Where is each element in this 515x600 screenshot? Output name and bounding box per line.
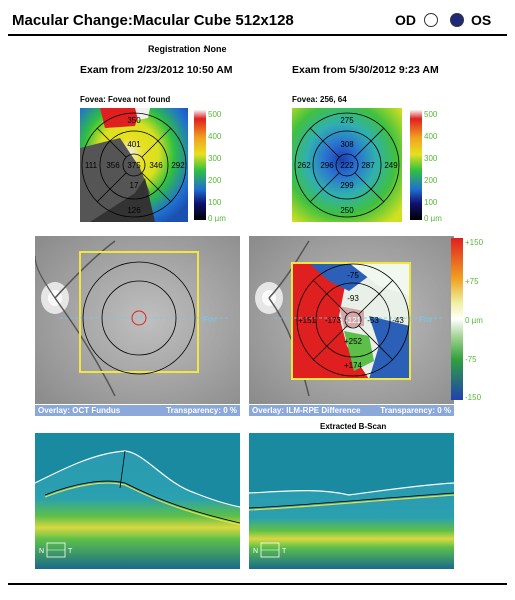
diff-inner-superior: -93 xyxy=(347,294,359,303)
scale-200: 200 xyxy=(424,176,438,185)
sector-outer-superior: 275 xyxy=(340,116,354,125)
diff-inner-inferior: +252 xyxy=(344,337,363,346)
orientation-n: N xyxy=(253,548,258,555)
header-divider xyxy=(8,34,507,36)
thickness-scale-1: 500 400 300 200 100 0 µm xyxy=(194,110,226,222)
diff-scale-minus75: -75 xyxy=(465,355,477,364)
sector-outer-nasal: 249 xyxy=(384,161,398,170)
diff-outer-inferior: +174 xyxy=(344,361,363,370)
sector-outer-inferior: 250 xyxy=(340,206,354,215)
scale-400: 400 xyxy=(424,132,438,141)
exam-1-fovea: Fovea: Fovea not found xyxy=(80,95,171,104)
sector-inner-nasal: 346 xyxy=(149,161,163,170)
diff-scale-plus75: +75 xyxy=(465,277,479,286)
bscan-image-1: N T xyxy=(35,433,240,569)
sector-inner-inferior: 17 xyxy=(130,181,139,190)
scan-area-frame xyxy=(291,262,411,380)
thickness-scale-2: 500 400 300 200 100 0 µm xyxy=(410,110,442,222)
exam-2-fovea: Fovea: 256, 64 xyxy=(292,95,347,104)
orientation-n: N xyxy=(39,548,44,555)
page-title: Macular Change:Macular Cube 512x128 xyxy=(12,12,294,29)
orientation-widget: N T xyxy=(39,542,73,558)
diff-inner-temporal: -173 xyxy=(325,316,342,325)
scale-300: 300 xyxy=(424,154,438,163)
sector-outer-temporal: 111 xyxy=(85,161,98,170)
scale-300: 300 xyxy=(208,154,222,163)
bscan-title: Extracted B-Scan xyxy=(320,422,387,431)
orientation-t: T xyxy=(68,548,73,555)
transparency-label[interactable]: Transparency: 0 % xyxy=(166,406,237,415)
sector-outer-superior: 350 xyxy=(127,116,141,125)
scale-400: 400 xyxy=(208,132,222,141)
overlay-bar-2[interactable]: Overlay: ILM-RPE Difference Transparency… xyxy=(249,405,454,416)
overlay-bar-1[interactable]: Overlay: OCT Fundus Transparency: 0 % xyxy=(35,405,240,416)
sector-inner-inferior: 299 xyxy=(340,181,354,190)
orientation-t: T xyxy=(282,548,287,555)
registration-label: Registration : xyxy=(148,44,207,54)
os-radio[interactable] xyxy=(450,13,464,27)
overlay-label[interactable]: Overlay: OCT Fundus xyxy=(38,406,121,415)
scale-100: 100 xyxy=(208,198,222,207)
scan-line-label: Fov xyxy=(203,315,216,324)
transparency-label[interactable]: Transparency: 0 % xyxy=(380,406,451,415)
diff-inner-nasal: -53 xyxy=(367,316,379,325)
sector-inner-temporal: 356 xyxy=(106,161,120,170)
scale-0: 0 µm xyxy=(208,214,226,222)
sector-outer-temporal: 262 xyxy=(297,161,311,170)
od-radio[interactable] xyxy=(424,13,438,27)
scale-0: 0 µm xyxy=(424,214,442,222)
registration-value: None xyxy=(204,44,227,54)
scan-area-frame xyxy=(79,251,199,373)
diff-outer-nasal: -43 xyxy=(392,316,404,325)
thickness-map-1: 375 401 346 17 356 350 292 126 111 xyxy=(80,108,188,222)
sector-inner-temporal: 296 xyxy=(320,161,334,170)
sector-outer-nasal: 292 xyxy=(171,161,185,170)
sector-center: 222 xyxy=(340,161,354,170)
etdrs-grid-1 xyxy=(81,112,187,218)
exam-1-title: Exam from 2/23/2012 10:50 AM xyxy=(80,64,233,76)
scale-200: 200 xyxy=(208,176,222,185)
scale-500: 500 xyxy=(208,110,222,119)
diff-outer-temporal: +151 xyxy=(298,316,317,325)
bscan-image-2: N T xyxy=(249,433,454,569)
diff-scale-plus150: +150 xyxy=(465,238,484,247)
sector-inner-nasal: 287 xyxy=(361,161,375,170)
sector-center: 375 xyxy=(127,161,141,170)
fovea-marker xyxy=(131,310,147,326)
diff-outer-superior: -75 xyxy=(347,271,359,280)
diff-scale-zero: 0 µm xyxy=(465,316,483,325)
orientation-widget: N T xyxy=(253,542,287,558)
diff-scale-minus150: -150 xyxy=(465,393,482,402)
fundus-image-2: -121 -93 -53 +252 -173 -75 -43 +174 +151… xyxy=(249,236,454,404)
difference-scale: +150 +75 0 µm -75 -150 xyxy=(451,238,484,402)
od-label: OD xyxy=(395,12,416,28)
etdrs-grid-2 xyxy=(294,112,400,218)
sector-inner-superior: 308 xyxy=(340,140,354,149)
exam-2-title: Exam from 5/30/2012 9:23 AM xyxy=(292,64,439,76)
diff-center: -121 xyxy=(345,316,362,325)
os-label: OS xyxy=(471,12,492,28)
fundus-image-1: Fov xyxy=(35,236,240,404)
scale-100: 100 xyxy=(424,198,438,207)
sector-outer-inferior: 126 xyxy=(127,206,141,215)
thickness-map-2: 222 308 287 299 296 275 249 250 262 xyxy=(292,108,402,222)
footer-divider xyxy=(8,583,507,585)
scan-line-label: Fov xyxy=(419,315,432,324)
sector-inner-superior: 401 xyxy=(127,140,141,149)
scale-500: 500 xyxy=(424,110,438,119)
overlay-label[interactable]: Overlay: ILM-RPE Difference xyxy=(252,406,361,415)
